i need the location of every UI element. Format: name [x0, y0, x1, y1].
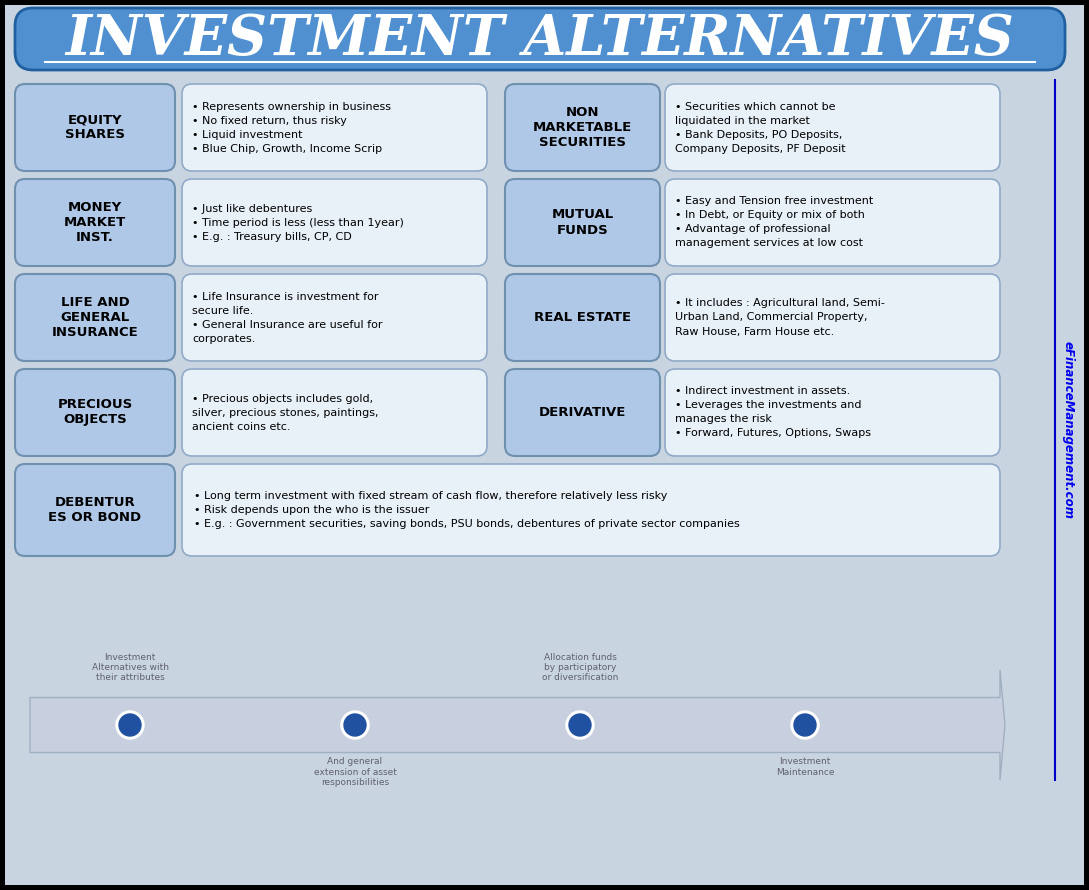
- Text: • Precious objects includes gold,
silver, precious stones, paintings,
ancient co: • Precious objects includes gold, silver…: [192, 393, 379, 432]
- Circle shape: [341, 711, 369, 739]
- Text: Allocation funds
by participatory
or diversification: Allocation funds by participatory or div…: [542, 652, 619, 683]
- Text: And general
extension of asset
responsibilities: And general extension of asset responsib…: [314, 757, 396, 788]
- Text: MONEY
MARKET
INST.: MONEY MARKET INST.: [64, 201, 126, 244]
- FancyBboxPatch shape: [15, 464, 175, 556]
- Text: EQUITY
SHARES: EQUITY SHARES: [65, 114, 125, 142]
- Text: • It includes : Agricultural land, Semi-
Urban Land, Commercial Property,
Raw Ho: • It includes : Agricultural land, Semi-…: [675, 298, 885, 336]
- Circle shape: [117, 711, 144, 739]
- Text: eFinanceManagement.com: eFinanceManagement.com: [1062, 341, 1075, 519]
- FancyBboxPatch shape: [15, 8, 1065, 70]
- FancyBboxPatch shape: [665, 84, 1000, 171]
- Circle shape: [344, 714, 366, 736]
- Circle shape: [568, 714, 591, 736]
- Text: NON
MARKETABLE
SECURITIES: NON MARKETABLE SECURITIES: [533, 106, 632, 149]
- Text: • Securities which cannot be
liquidated in the market
• Bank Deposits, PO Deposi: • Securities which cannot be liquidated …: [675, 101, 846, 153]
- FancyBboxPatch shape: [15, 179, 175, 266]
- FancyBboxPatch shape: [505, 179, 660, 266]
- FancyBboxPatch shape: [5, 5, 1084, 885]
- Text: Investment
Alternatives with
their attributes: Investment Alternatives with their attri…: [91, 652, 169, 683]
- FancyBboxPatch shape: [182, 369, 487, 456]
- FancyBboxPatch shape: [505, 369, 660, 456]
- Text: Investment
Maintenance: Investment Maintenance: [775, 757, 834, 777]
- Text: • Life Insurance is investment for
secure life.
• General Insurance are useful f: • Life Insurance is investment for secur…: [192, 292, 382, 344]
- Text: DERIVATIVE: DERIVATIVE: [539, 406, 626, 419]
- FancyBboxPatch shape: [15, 369, 175, 456]
- FancyBboxPatch shape: [182, 179, 487, 266]
- Text: INVESTMENT ALTERNATIVES: INVESTMENT ALTERNATIVES: [65, 12, 1015, 67]
- FancyBboxPatch shape: [182, 274, 487, 361]
- FancyBboxPatch shape: [182, 464, 1000, 556]
- Text: LIFE AND
GENERAL
INSURANCE: LIFE AND GENERAL INSURANCE: [51, 296, 138, 339]
- Polygon shape: [30, 670, 1005, 780]
- Text: • Long term investment with fixed stream of cash flow, therefore relatively less: • Long term investment with fixed stream…: [194, 491, 739, 529]
- FancyBboxPatch shape: [665, 179, 1000, 266]
- FancyBboxPatch shape: [15, 274, 175, 361]
- Text: REAL ESTATE: REAL ESTATE: [534, 311, 631, 324]
- Text: • Easy and Tension free investment
• In Debt, or Equity or mix of both
• Advanta: • Easy and Tension free investment • In …: [675, 197, 873, 248]
- Text: • Just like debentures
• Time period is less (less than 1year)
• E.g. : Treasury: • Just like debentures • Time period is …: [192, 204, 404, 241]
- FancyBboxPatch shape: [182, 84, 487, 171]
- Text: • Indirect investment in assets.
• Leverages the investments and
manages the ris: • Indirect investment in assets. • Lever…: [675, 386, 871, 439]
- Text: DEBENTUR
ES OR BOND: DEBENTUR ES OR BOND: [48, 496, 142, 524]
- Text: MUTUAL
FUNDS: MUTUAL FUNDS: [551, 208, 613, 237]
- Text: PRECIOUS
OBJECTS: PRECIOUS OBJECTS: [58, 399, 133, 426]
- Circle shape: [566, 711, 594, 739]
- Circle shape: [791, 711, 819, 739]
- FancyBboxPatch shape: [15, 84, 175, 171]
- FancyBboxPatch shape: [505, 84, 660, 171]
- Text: • Represents ownership in business
• No fixed return, thus risky
• Liquid invest: • Represents ownership in business • No …: [192, 101, 391, 153]
- FancyBboxPatch shape: [665, 274, 1000, 361]
- Circle shape: [794, 714, 816, 736]
- FancyBboxPatch shape: [665, 369, 1000, 456]
- FancyBboxPatch shape: [505, 274, 660, 361]
- Circle shape: [119, 714, 140, 736]
